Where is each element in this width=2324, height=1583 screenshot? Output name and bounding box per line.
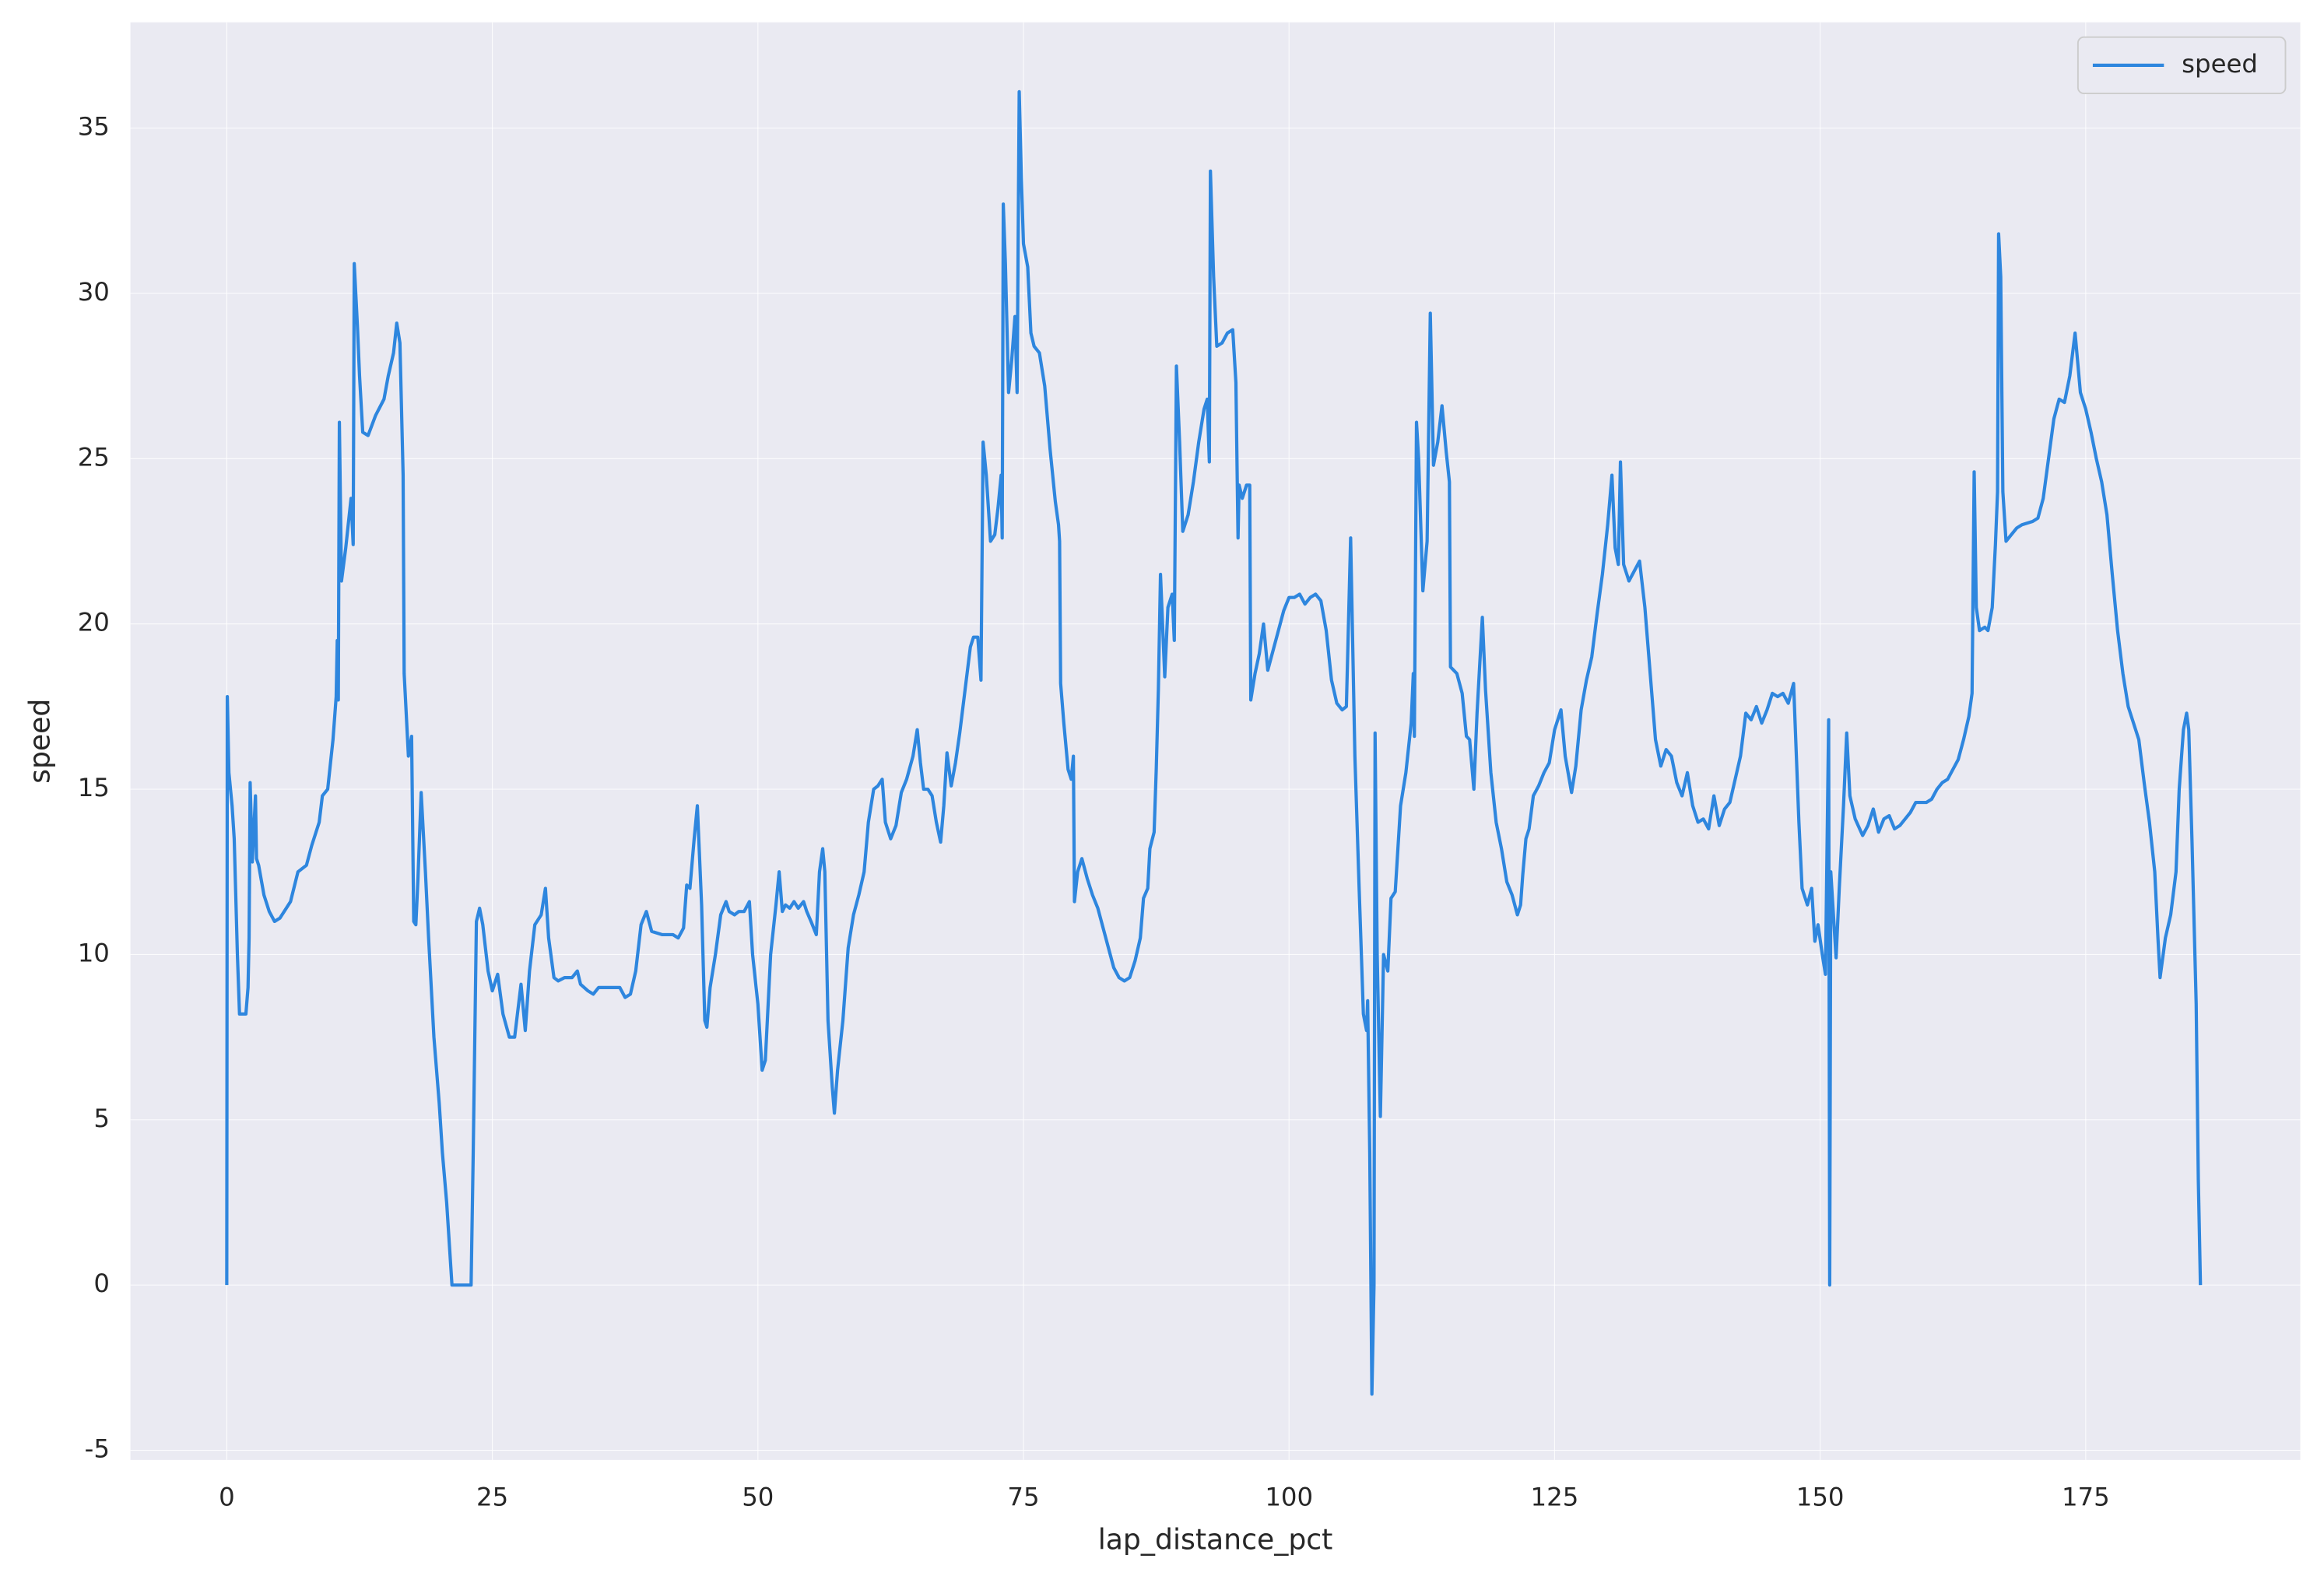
x-tick-label: 150 [1796, 1482, 1845, 1511]
y-tick-label: -5 [85, 1434, 110, 1464]
x-tick-label: 75 [1007, 1482, 1039, 1511]
y-tick-label: 10 [78, 938, 110, 967]
y-tick-label: 5 [93, 1104, 110, 1133]
grid [130, 22, 2301, 1460]
speed-line [225, 90, 2203, 1396]
y-tick-label: 0 [93, 1269, 110, 1298]
legend-box [2077, 36, 2287, 95]
y-axis-label: speed [23, 699, 56, 784]
legend-label: speed [2182, 49, 2258, 79]
x-tick-label: 175 [2062, 1482, 2110, 1511]
x-tick-label: 0 [219, 1482, 235, 1511]
legend: speed [2077, 36, 2287, 95]
x-tick-label: 125 [1531, 1482, 1579, 1511]
x-axis-label: lap_distance_pct [1098, 1523, 1333, 1557]
x-tick-label: 50 [742, 1482, 774, 1511]
y-tick-label: 20 [78, 608, 110, 637]
x-tick-label: 25 [476, 1482, 508, 1511]
series [225, 90, 2203, 1396]
plot-area [130, 22, 2301, 1460]
y-tick-label: 35 [78, 112, 110, 142]
y-tick-label: 15 [78, 773, 110, 802]
y-tick-label: 25 [78, 442, 110, 472]
x-tick-label: 100 [1265, 1482, 1313, 1511]
y-tick-label: 30 [78, 277, 110, 307]
